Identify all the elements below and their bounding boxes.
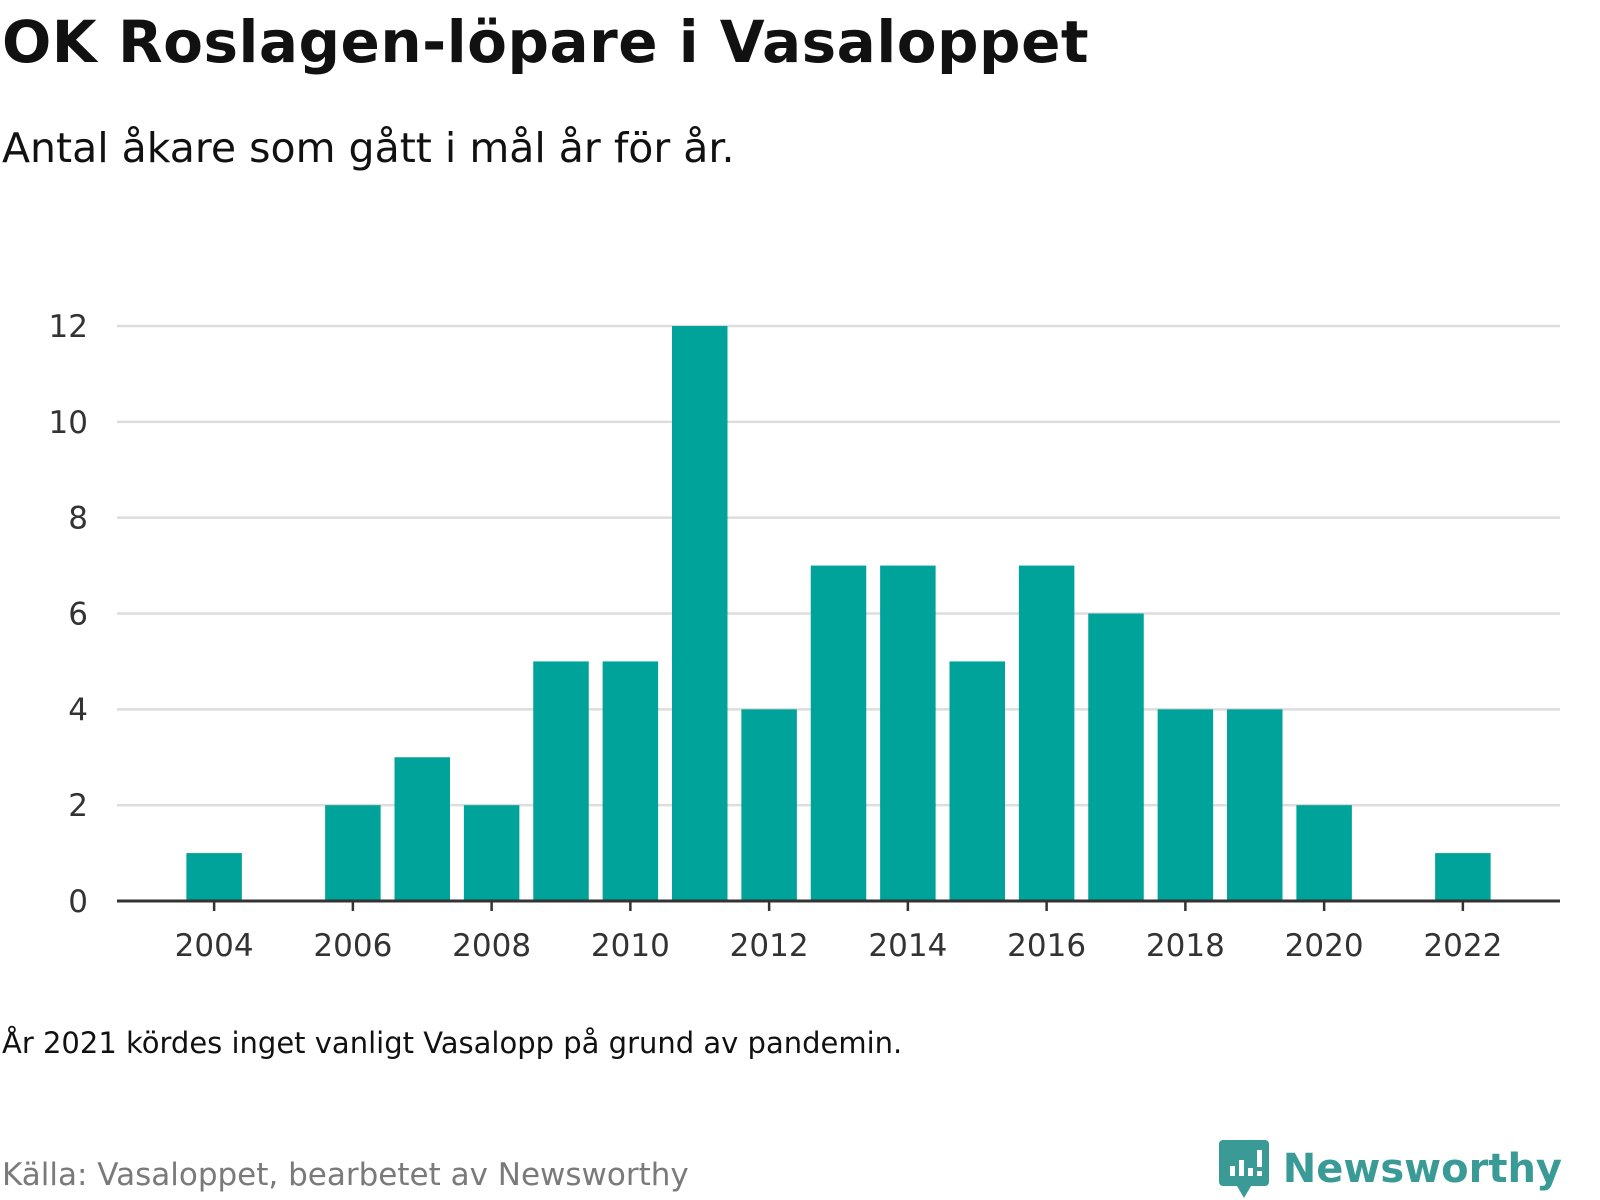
bar-2012: [741, 709, 797, 901]
bar-2006: [325, 805, 381, 901]
source-credit: Källa: Vasaloppet, bearbetet av Newswort…: [2, 1157, 689, 1193]
x-tick-label: 2016: [1007, 928, 1086, 964]
bar-2010: [602, 661, 659, 901]
bar-2019: [1227, 709, 1283, 901]
x-tick-labels: 2004 2006 2008 2010 2012 2014 2016 2018 2020 2022: [175, 928, 1503, 964]
y-tick-label: 6: [68, 597, 88, 633]
bar-2018: [1157, 709, 1214, 901]
newsworthy-logo-icon: [1218, 1140, 1269, 1198]
brand-name: Newsworthy: [1282, 1146, 1562, 1192]
newsworthy-logo: Newsworthy: [1218, 1140, 1562, 1198]
bar-2020: [1296, 805, 1352, 901]
x-tick-label: 2020: [1285, 928, 1364, 964]
bar-2014: [880, 565, 936, 901]
bar-2013: [810, 565, 867, 901]
axes: [117, 899, 1560, 911]
chart-subtitle: Antal åkare som gått i mål år för år.: [2, 124, 735, 172]
y-tick-label: 8: [68, 501, 88, 537]
y-tick-label: 12: [49, 309, 88, 345]
y-tick-label: 2: [68, 788, 88, 824]
chart-title: OK Roslagen-löpare i Vasaloppet: [2, 8, 1090, 76]
x-tick-label: 2012: [730, 928, 809, 964]
y-tick-labels: 0 2 4 6 8 10 12: [49, 309, 88, 920]
x-tick-label: 2018: [1146, 928, 1225, 964]
x-tick-label: 2014: [868, 928, 947, 964]
x-tick-label: 2022: [1423, 928, 1502, 964]
x-tick-label: 2010: [591, 928, 670, 964]
bar-2016: [1018, 565, 1075, 901]
bar-2007: [394, 757, 450, 901]
bar-2004: [186, 853, 242, 901]
bar-2015: [949, 661, 1005, 901]
y-tick-label: 10: [49, 405, 88, 441]
x-tick-label: 2006: [313, 928, 392, 964]
chart-note: År 2021 kördes inget vanligt Vasalopp på…: [2, 1026, 903, 1060]
bar-2008: [463, 805, 520, 901]
y-tick-label: 4: [68, 692, 88, 728]
bar-2022: [1435, 853, 1491, 901]
bar-2009: [533, 661, 589, 901]
bar-2011: [672, 326, 728, 901]
x-tick-label: 2008: [452, 928, 531, 964]
bar-2017: [1088, 613, 1144, 901]
x-tick-label: 2004: [175, 928, 254, 964]
y-tick-label: 0: [68, 884, 88, 920]
bars: [186, 326, 1491, 901]
